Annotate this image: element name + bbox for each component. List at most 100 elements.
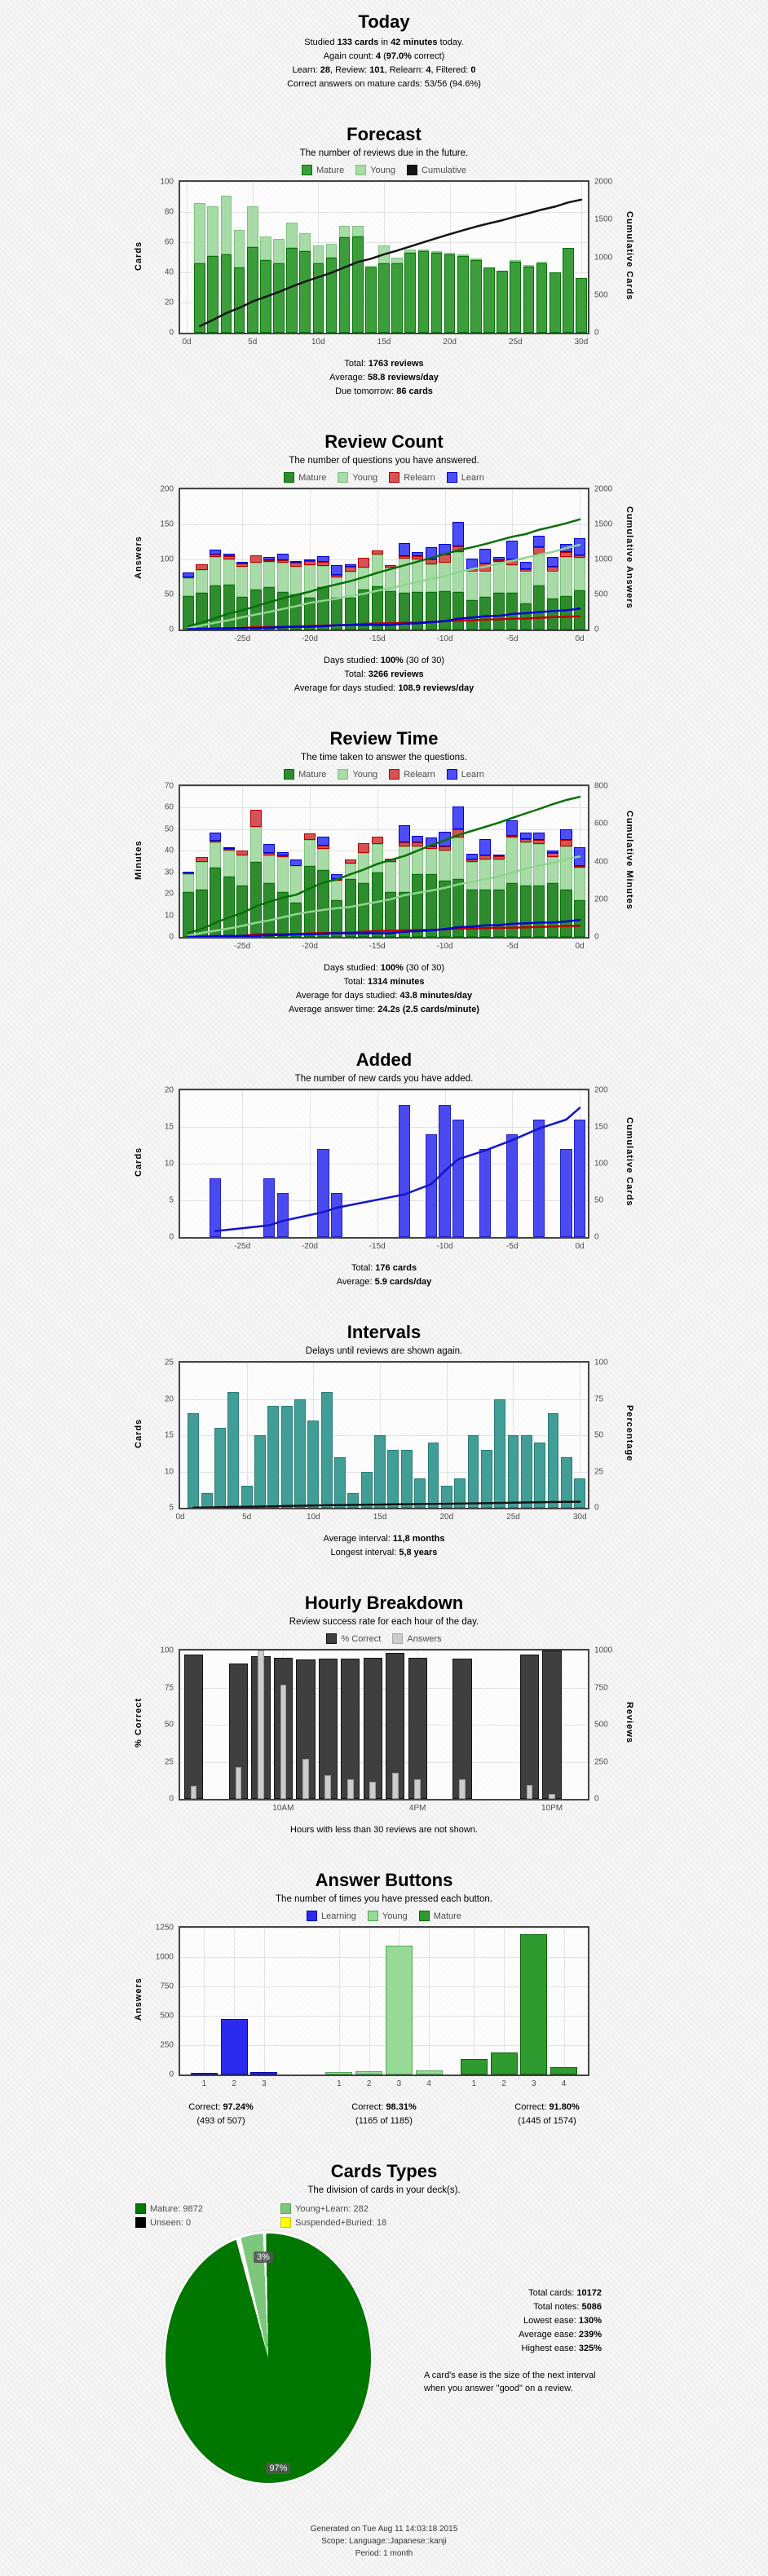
bar bbox=[425, 837, 437, 846]
axis-tick-label: 0 bbox=[594, 1232, 599, 1242]
axis-tick-label: -5d bbox=[506, 942, 519, 951]
bar bbox=[425, 559, 437, 565]
axis-tick-label: 0 bbox=[169, 625, 174, 634]
gridline bbox=[180, 2016, 588, 2017]
legend-swatch bbox=[407, 165, 418, 175]
axis-tick-label: 200 bbox=[594, 895, 608, 904]
review_time-plot-row: Minutes 0 10 20 30 40 50 60 70 -25d -20d -15d -10d -5… bbox=[0, 782, 768, 953]
axis-tick-label: 750 bbox=[594, 1683, 608, 1692]
bar bbox=[210, 554, 222, 558]
hourly-plot-row: % Correct 0 25 50 75 100 10AM 4PM 10PM 0 250 500 750… bbox=[0, 1646, 768, 1815]
bar bbox=[391, 263, 403, 333]
axis-tick-label: 100 bbox=[594, 1159, 608, 1169]
axis-tick-label: 0 bbox=[169, 2070, 174, 2079]
answer_buttons-plot-area bbox=[179, 1926, 589, 2076]
bar bbox=[519, 838, 532, 842]
axis-tick-label: 5 bbox=[169, 1195, 174, 1205]
bar bbox=[273, 239, 285, 263]
bar bbox=[560, 557, 572, 596]
section-subtitle: The time taken to answer the questions. bbox=[301, 753, 467, 762]
axis-tick-label: 20 bbox=[164, 1394, 174, 1403]
bar bbox=[299, 251, 311, 333]
section-title: Forecast bbox=[346, 124, 422, 144]
bar bbox=[331, 598, 343, 630]
bar bbox=[398, 1105, 410, 1237]
bar bbox=[276, 563, 289, 593]
axis-tick-label: 75 bbox=[594, 1394, 604, 1403]
legend-item: Unseen: 0 bbox=[135, 2217, 274, 2228]
legend-item: Learn bbox=[446, 769, 484, 780]
stat-line: Lowest ease: 130% bbox=[523, 2316, 602, 2326]
bar bbox=[519, 572, 532, 604]
bar bbox=[182, 595, 194, 630]
legend-item: Learn bbox=[446, 472, 484, 483]
hourly-plot-area bbox=[179, 1649, 589, 1801]
legend-label: Learning bbox=[321, 1911, 356, 1921]
bar bbox=[533, 585, 545, 630]
bar bbox=[358, 843, 370, 853]
bar bbox=[466, 861, 478, 890]
bar bbox=[385, 861, 397, 892]
stat-line: Average for days studied: 43.8 minutes/d… bbox=[295, 991, 473, 1001]
axis-tick-label: 0d bbox=[575, 634, 585, 643]
bar bbox=[466, 854, 478, 859]
bar bbox=[452, 551, 465, 593]
legend-item: Cumulative bbox=[407, 165, 466, 175]
bar bbox=[236, 596, 249, 630]
review-count-stats: Days studied: 100% (30 of 30) Total: 3266… bbox=[0, 654, 768, 696]
bar bbox=[263, 561, 276, 588]
bar bbox=[290, 566, 302, 594]
legend-label: Mature bbox=[433, 1911, 461, 1921]
axis-tick-label: 5 bbox=[169, 1503, 174, 1513]
bar bbox=[299, 232, 311, 252]
axis-tick-label: 15 bbox=[164, 1122, 174, 1132]
axis-tick-label: -20d bbox=[301, 942, 318, 951]
bar bbox=[560, 544, 572, 552]
bar bbox=[223, 559, 235, 585]
bar bbox=[550, 2067, 578, 2074]
bar bbox=[542, 1650, 562, 1799]
bar bbox=[546, 599, 558, 630]
axis-tick-label: 500 bbox=[594, 1720, 608, 1730]
bar bbox=[290, 902, 302, 937]
stat-line: Longest interval: 5,8 years bbox=[330, 1548, 438, 1558]
bar bbox=[273, 263, 285, 333]
bar bbox=[546, 572, 558, 599]
bar bbox=[574, 1478, 586, 1508]
bar bbox=[325, 257, 338, 333]
axis-tick-label: 4PM bbox=[408, 1804, 426, 1813]
bar bbox=[425, 874, 437, 937]
section-subtitle: The division of cards in your deck(s). bbox=[307, 2185, 461, 2195]
legend-item: Young bbox=[367, 1911, 408, 1921]
bar bbox=[290, 859, 302, 866]
bar bbox=[470, 260, 482, 333]
bar bbox=[452, 837, 465, 879]
axis-tick-label: 500 bbox=[594, 290, 608, 300]
bar bbox=[560, 551, 572, 558]
today-stat-line: Learn: 28, Review: 101, Relearn: 4, Filt… bbox=[292, 65, 476, 75]
axis-tick-label: 10PM bbox=[541, 1804, 563, 1813]
bar bbox=[467, 1435, 479, 1508]
bar bbox=[440, 1486, 452, 1508]
bar bbox=[533, 547, 545, 555]
bar bbox=[506, 1134, 519, 1237]
axis-tick-label: 0d bbox=[175, 1513, 185, 1522]
stat-line: Highest ease: 325% bbox=[521, 2344, 602, 2353]
cards-types-right-column: Total cards: 10172 Total notes: 5086 Lowes… bbox=[424, 2231, 685, 2395]
axis-tick-label: 20 bbox=[164, 1085, 174, 1095]
bar bbox=[344, 564, 356, 568]
bar bbox=[483, 267, 495, 333]
bar bbox=[385, 1945, 413, 2074]
stat-line: (1445 of 1574) bbox=[518, 2116, 576, 2126]
today-section: Today Studied 133 cards in 42 minutes to… bbox=[0, 11, 768, 91]
axis-tick-label: 1000 bbox=[594, 253, 613, 262]
bar bbox=[398, 559, 410, 594]
axis-tick-label: 1 bbox=[337, 2079, 342, 2088]
bar bbox=[317, 837, 329, 846]
bar bbox=[236, 885, 249, 937]
forecast-section: Forecast The number of reviews due in th… bbox=[0, 124, 768, 399]
axis-tick-label: -15d bbox=[369, 942, 386, 951]
page-footer: Generated on Tue Aug 11 14:03:18 2015 Sc… bbox=[0, 2523, 768, 2576]
bar bbox=[227, 1391, 240, 1508]
bar bbox=[492, 855, 505, 859]
